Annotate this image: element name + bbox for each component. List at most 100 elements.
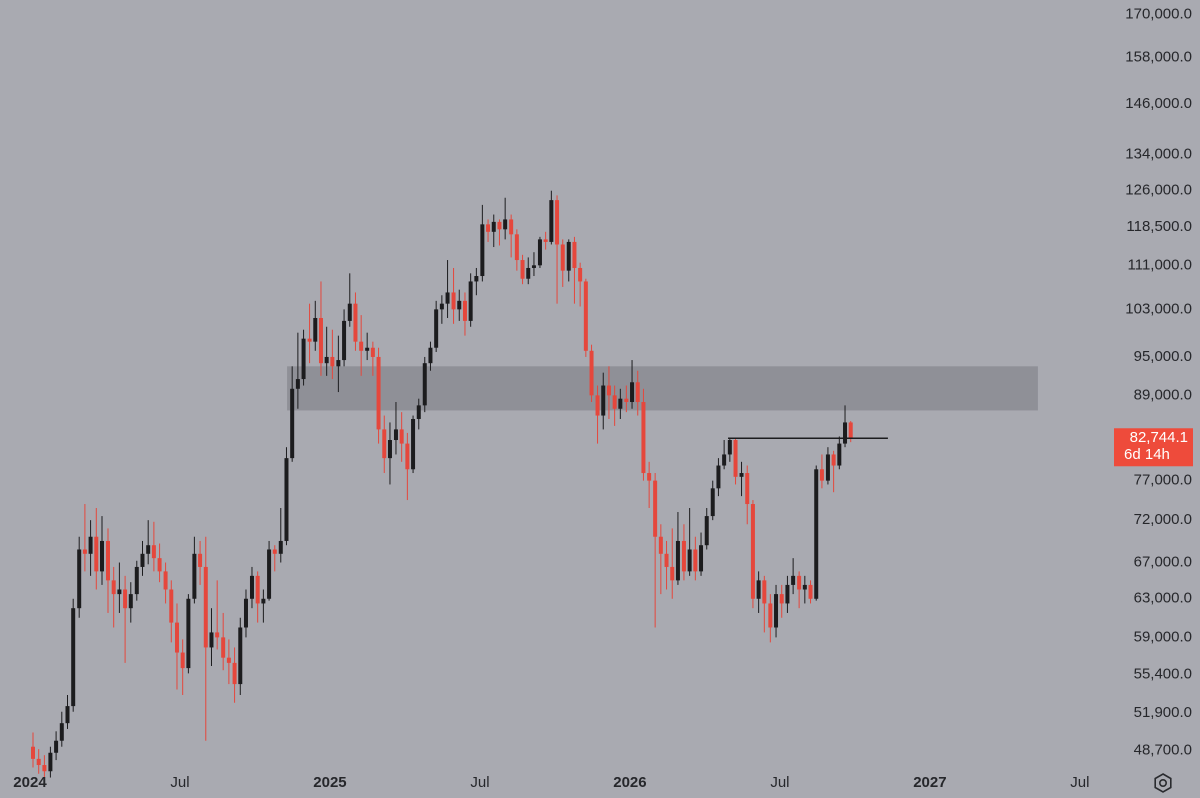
candle-body [359,341,364,351]
candle-body [445,292,450,304]
candle-body [779,594,784,604]
candle-body [635,382,640,403]
candle-body [284,458,289,541]
candle-body [681,540,686,572]
candle-body [480,224,485,277]
candle-body [347,303,352,321]
candle-body [209,632,214,648]
y-tick-label: 103,000.0 [1125,300,1192,317]
candle-body [307,338,312,342]
candle-body [704,516,709,546]
y-tick-label: 72,000.0 [1134,511,1192,528]
candle-body [825,454,830,481]
candle-body [509,219,514,235]
settings-hexagon [1154,773,1172,793]
candle-body [774,594,779,628]
candle-body [848,422,853,439]
candle-body [549,200,554,242]
candle-body [255,575,260,604]
candle-body [65,706,70,724]
candle-body [687,549,692,572]
candle-body [36,758,41,766]
candle-body [353,303,358,342]
candle-body [169,589,174,623]
candle-body [791,575,796,585]
candle-body [295,379,300,389]
candle-body [30,746,35,759]
candle-body [831,454,836,466]
candle-body [88,536,93,554]
candle-body [393,429,398,441]
candle-body [439,303,444,310]
axes: 170,000.0 158,000.0 146,000.0 134,000.0 126,… [13,5,1193,791]
candle-body [238,627,243,685]
candle-body [163,571,168,590]
y-tick-label: 111,000.0 [1127,256,1192,273]
candle-body [612,395,617,409]
candle-body [624,398,629,403]
candle-body [474,276,479,282]
y-tick-label: 118,500.0 [1126,218,1192,235]
candle-body [699,545,704,572]
x-tick-label: 2024 [13,774,47,791]
candle-body [837,443,842,466]
candle-body [313,317,318,342]
candle-body [526,267,531,279]
candle-body [140,553,145,567]
candle-body [290,388,295,459]
x-tick-label: Jul [170,774,189,791]
candle-body [727,440,732,455]
candle-body [382,429,387,459]
candle-body [802,584,807,590]
candle-body [278,540,283,554]
candle-body [497,221,502,230]
candle-body [198,553,203,567]
candle-body [808,584,813,599]
candle-body [416,405,421,419]
y-tick-label: 63,000.0 [1134,590,1192,607]
candle-body [232,662,237,685]
candle-body [762,580,767,604]
candle-body [151,545,156,559]
candle-body [54,740,59,753]
candle-body [82,549,87,554]
y-tick-label: 51,900.0 [1134,704,1192,721]
candle-body [59,723,64,741]
candle-body [814,469,819,599]
candle-body [531,265,536,268]
candle-body [174,622,179,653]
candle-body [722,454,727,466]
candle-body [785,584,790,604]
settings-icon[interactable] [1154,773,1172,793]
candle-body [48,752,53,772]
candle-body [595,395,600,416]
candle-body [653,480,658,537]
candle-body [716,465,721,489]
candle-body [693,549,698,572]
candle-body [192,553,197,599]
candle-body [457,300,462,310]
candle-body [405,443,410,470]
candle-body [221,637,226,658]
candle-body [733,440,738,477]
candle-body [77,549,82,609]
countdown-label: 6d 14h [1124,446,1170,463]
candle-body [186,598,191,669]
last-price-label: 82,744.1 [1130,429,1188,446]
candle-body [376,356,381,430]
candle-body [324,356,329,364]
y-tick-label: 89,000.0 [1134,386,1192,403]
candle-body [664,553,669,567]
candle-body [428,347,433,364]
y-tick-label: 95,000.0 [1134,348,1192,365]
candle-body [301,338,306,380]
candle-body [123,589,128,609]
candle-body [768,603,773,628]
candle-body [555,200,560,245]
candle-body [180,652,185,669]
candle-body [105,540,110,581]
candle-body [215,632,220,638]
candle-body [134,566,139,595]
candle-body [710,488,715,517]
